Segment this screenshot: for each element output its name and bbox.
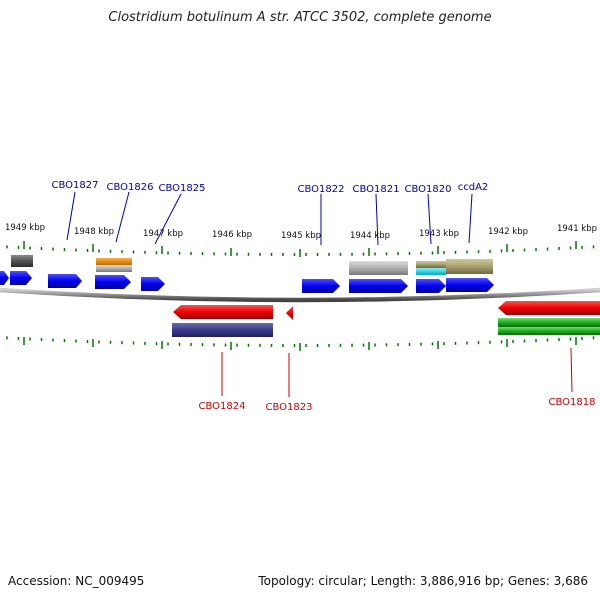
top-gene-labels: CBO1827 CBO1826 CBO1825 CBO1822 CBO1821 …	[52, 180, 489, 195]
kbp-label: 1947 kbp	[143, 229, 183, 239]
gene-arrow-forward[interactable]	[446, 278, 494, 292]
accession-text: Accession: NC_009495	[8, 574, 145, 588]
feature-orange[interactable]	[96, 258, 132, 265]
genome-backbone	[0, 287, 600, 303]
feature-gray-large[interactable]	[349, 261, 408, 275]
feature-gray-small[interactable]	[96, 265, 132, 272]
gene-arrow-forward[interactable]	[95, 275, 131, 289]
kbp-label: 1941 kbp	[557, 224, 597, 234]
gene-arrow-forward[interactable]	[0, 271, 9, 285]
leader-line	[468, 193, 473, 244]
gene-label-cbo1818[interactable]: CBO1818	[549, 397, 596, 408]
leader-line	[375, 193, 379, 246]
gene-label-cbo1820[interactable]: CBO1820	[405, 184, 452, 195]
leader-line	[115, 191, 130, 243]
kbp-label: 1945 kbp	[281, 231, 321, 241]
gene-arrow-forward[interactable]	[48, 274, 82, 288]
gene-label-cbo1824[interactable]: CBO1824	[199, 401, 246, 412]
gene-label-cbo1825[interactable]: CBO1825	[159, 183, 206, 194]
gene-arrow-forward[interactable]	[10, 271, 32, 285]
gene-arrow-forward[interactable]	[349, 279, 408, 293]
feature-navy[interactable]	[172, 323, 273, 337]
kbp-label: 1949 kbp	[5, 223, 45, 233]
gene-arrow-forward[interactable]	[302, 279, 340, 293]
forward-strand-genes	[0, 271, 494, 293]
kbp-label: 1944 kbp	[350, 231, 390, 241]
genome-title: Clostridium botulinum A str. ATCC 3502, …	[108, 10, 492, 25]
feature-cyan[interactable]	[416, 268, 446, 275]
feature-green-top[interactable]	[498, 318, 600, 327]
upper-features	[11, 255, 493, 275]
topology-text: Topology: circular; Length: 3,886,916 bp…	[258, 574, 588, 588]
kbp-label: 1946 kbp	[212, 230, 252, 240]
gene-label-cbo1823[interactable]: CBO1823	[266, 402, 313, 413]
gene-label-ccda2[interactable]: ccdA2	[458, 182, 489, 193]
top-minor-ticks	[6, 245, 595, 256]
reverse-strand-genes	[173, 301, 600, 320]
kbp-axis-labels: 1949 kbp 1948 kbp 1947 kbp 1946 kbp 1945…	[5, 223, 597, 241]
bottom-leader-lines	[221, 347, 573, 397]
gene-arrow-reverse[interactable]	[173, 305, 273, 319]
feature-green-bottom[interactable]	[498, 327, 600, 335]
gene-arrow-reverse[interactable]	[286, 306, 293, 320]
leader-line	[570, 347, 573, 393]
lower-features	[172, 318, 600, 337]
bottom-ticks	[23, 337, 577, 351]
kbp-label: 1948 kbp	[74, 227, 114, 237]
feature-dark-gray[interactable]	[11, 255, 33, 267]
leader-line	[154, 193, 182, 245]
gene-arrow-reverse[interactable]	[498, 301, 600, 315]
kbp-label: 1942 kbp	[488, 227, 528, 237]
leader-line	[66, 191, 76, 241]
top-leader-lines	[66, 191, 473, 246]
bottom-minor-ticks	[6, 336, 595, 347]
feature-khaki-large[interactable]	[446, 259, 493, 274]
gene-arrow-forward[interactable]	[141, 277, 165, 291]
bottom-gene-labels: CBO1824 CBO1823 CBO1818	[199, 397, 596, 413]
kbp-label: 1943 kbp	[419, 229, 459, 239]
gene-label-cbo1821[interactable]: CBO1821	[353, 184, 400, 195]
gene-label-cbo1827[interactable]: CBO1827	[52, 180, 99, 191]
top-ticks	[23, 241, 577, 257]
gene-label-cbo1822[interactable]: CBO1822	[298, 184, 345, 195]
gene-label-cbo1826[interactable]: CBO1826	[107, 182, 154, 193]
gene-arrow-forward[interactable]	[416, 279, 446, 293]
feature-khaki-small[interactable]	[416, 261, 446, 268]
leader-line	[427, 193, 432, 245]
